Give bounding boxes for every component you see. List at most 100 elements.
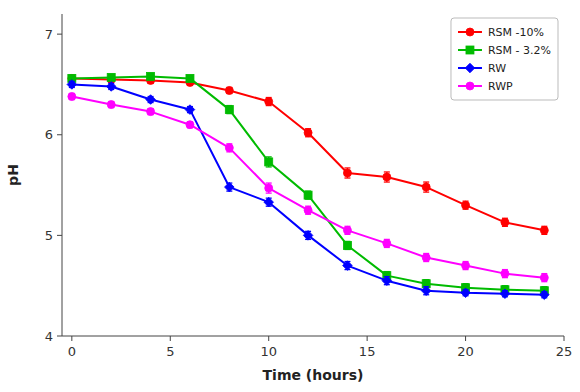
legend-marker (466, 28, 474, 36)
point (106, 82, 116, 92)
error-bar-cap (344, 177, 350, 178)
series-line (72, 78, 544, 230)
point (146, 95, 156, 105)
legend-marker (466, 82, 474, 90)
point (265, 184, 273, 192)
error-bar (226, 106, 232, 114)
error-bar (344, 241, 350, 249)
error-bar (148, 109, 154, 115)
x-axis-line (62, 336, 564, 337)
point (303, 231, 313, 241)
y-tick (57, 235, 62, 236)
error-bar (187, 75, 193, 81)
point (67, 80, 77, 90)
series (68, 93, 548, 282)
error-bar-cap (266, 156, 272, 157)
x-tick (465, 336, 466, 341)
point (147, 72, 155, 80)
y-tick-label: 7 (45, 27, 53, 42)
legend-box (451, 18, 558, 100)
point (265, 158, 273, 166)
point (461, 288, 471, 298)
error-bar-cap (423, 191, 429, 192)
error-bar (502, 270, 508, 278)
series-line (72, 84, 544, 294)
y-tick-label: 6 (45, 127, 53, 142)
legend-marker (465, 63, 475, 73)
point (265, 98, 273, 106)
point (147, 108, 155, 116)
error-bar (108, 74, 114, 80)
x-tick-label: 15 (359, 344, 376, 359)
error-bar (266, 183, 272, 193)
x-axis-label: Time (hours) (263, 367, 364, 383)
point (382, 276, 392, 286)
legend-label: RSM -10% (488, 26, 544, 39)
x-tick-label: 25 (556, 344, 573, 359)
error-bar (148, 73, 154, 79)
error-bar (463, 262, 469, 270)
x-tick-label: 10 (260, 344, 277, 359)
error-bar (305, 191, 311, 199)
point (304, 206, 312, 214)
point (540, 290, 550, 300)
point (462, 262, 470, 270)
point (501, 218, 509, 226)
point (107, 73, 115, 81)
x-tick-label: 0 (68, 344, 76, 359)
error-bar-cap (384, 181, 390, 182)
error-bar (266, 98, 272, 106)
y-axis-line (62, 14, 63, 336)
point (304, 191, 312, 199)
error-bar-cap (266, 166, 272, 167)
error-bar-cap (384, 171, 390, 172)
error-bar-cap (266, 192, 272, 193)
legend: RSM -10%RSM - 3.2%RWRWP (451, 18, 558, 100)
point (107, 101, 115, 109)
point (185, 105, 195, 115)
error-bar (541, 226, 547, 234)
x-tick (170, 336, 171, 341)
point (186, 121, 194, 129)
y-tick (57, 336, 62, 337)
error-bar (187, 122, 193, 128)
x-tick (268, 336, 269, 341)
error-bar (384, 172, 390, 182)
legend-label: RSM - 3.2% (488, 44, 551, 57)
point (264, 197, 274, 207)
point (383, 173, 391, 181)
chart: 05101520254567Time (hours)pHRSM -10%RSM … (0, 0, 580, 392)
error-bar (541, 274, 547, 282)
x-tick-label: 20 (457, 344, 474, 359)
point (383, 239, 391, 247)
y-tick-label: 4 (45, 329, 53, 344)
series (68, 72, 548, 294)
x-tick (367, 336, 368, 341)
point (343, 169, 351, 177)
point (186, 74, 194, 82)
x-tick (71, 336, 72, 341)
error-bar (384, 239, 390, 247)
error-bar (266, 157, 272, 167)
point (422, 254, 430, 262)
x-tick-label: 5 (166, 344, 174, 359)
point (422, 183, 430, 191)
point (500, 289, 510, 299)
error-bar (344, 226, 350, 234)
error-bar-cap (423, 181, 429, 182)
point (343, 226, 351, 234)
y-tick (57, 134, 62, 135)
point (462, 201, 470, 209)
series (67, 80, 549, 300)
point (540, 274, 548, 282)
point (225, 182, 235, 192)
error-bar (344, 168, 350, 178)
error-bar-cap (266, 182, 272, 183)
error-bar (226, 144, 232, 152)
legend-label: RW (488, 62, 506, 75)
point (343, 241, 351, 249)
error-bar (502, 218, 508, 226)
error-bar (108, 102, 114, 108)
point (304, 129, 312, 137)
point (501, 270, 509, 278)
